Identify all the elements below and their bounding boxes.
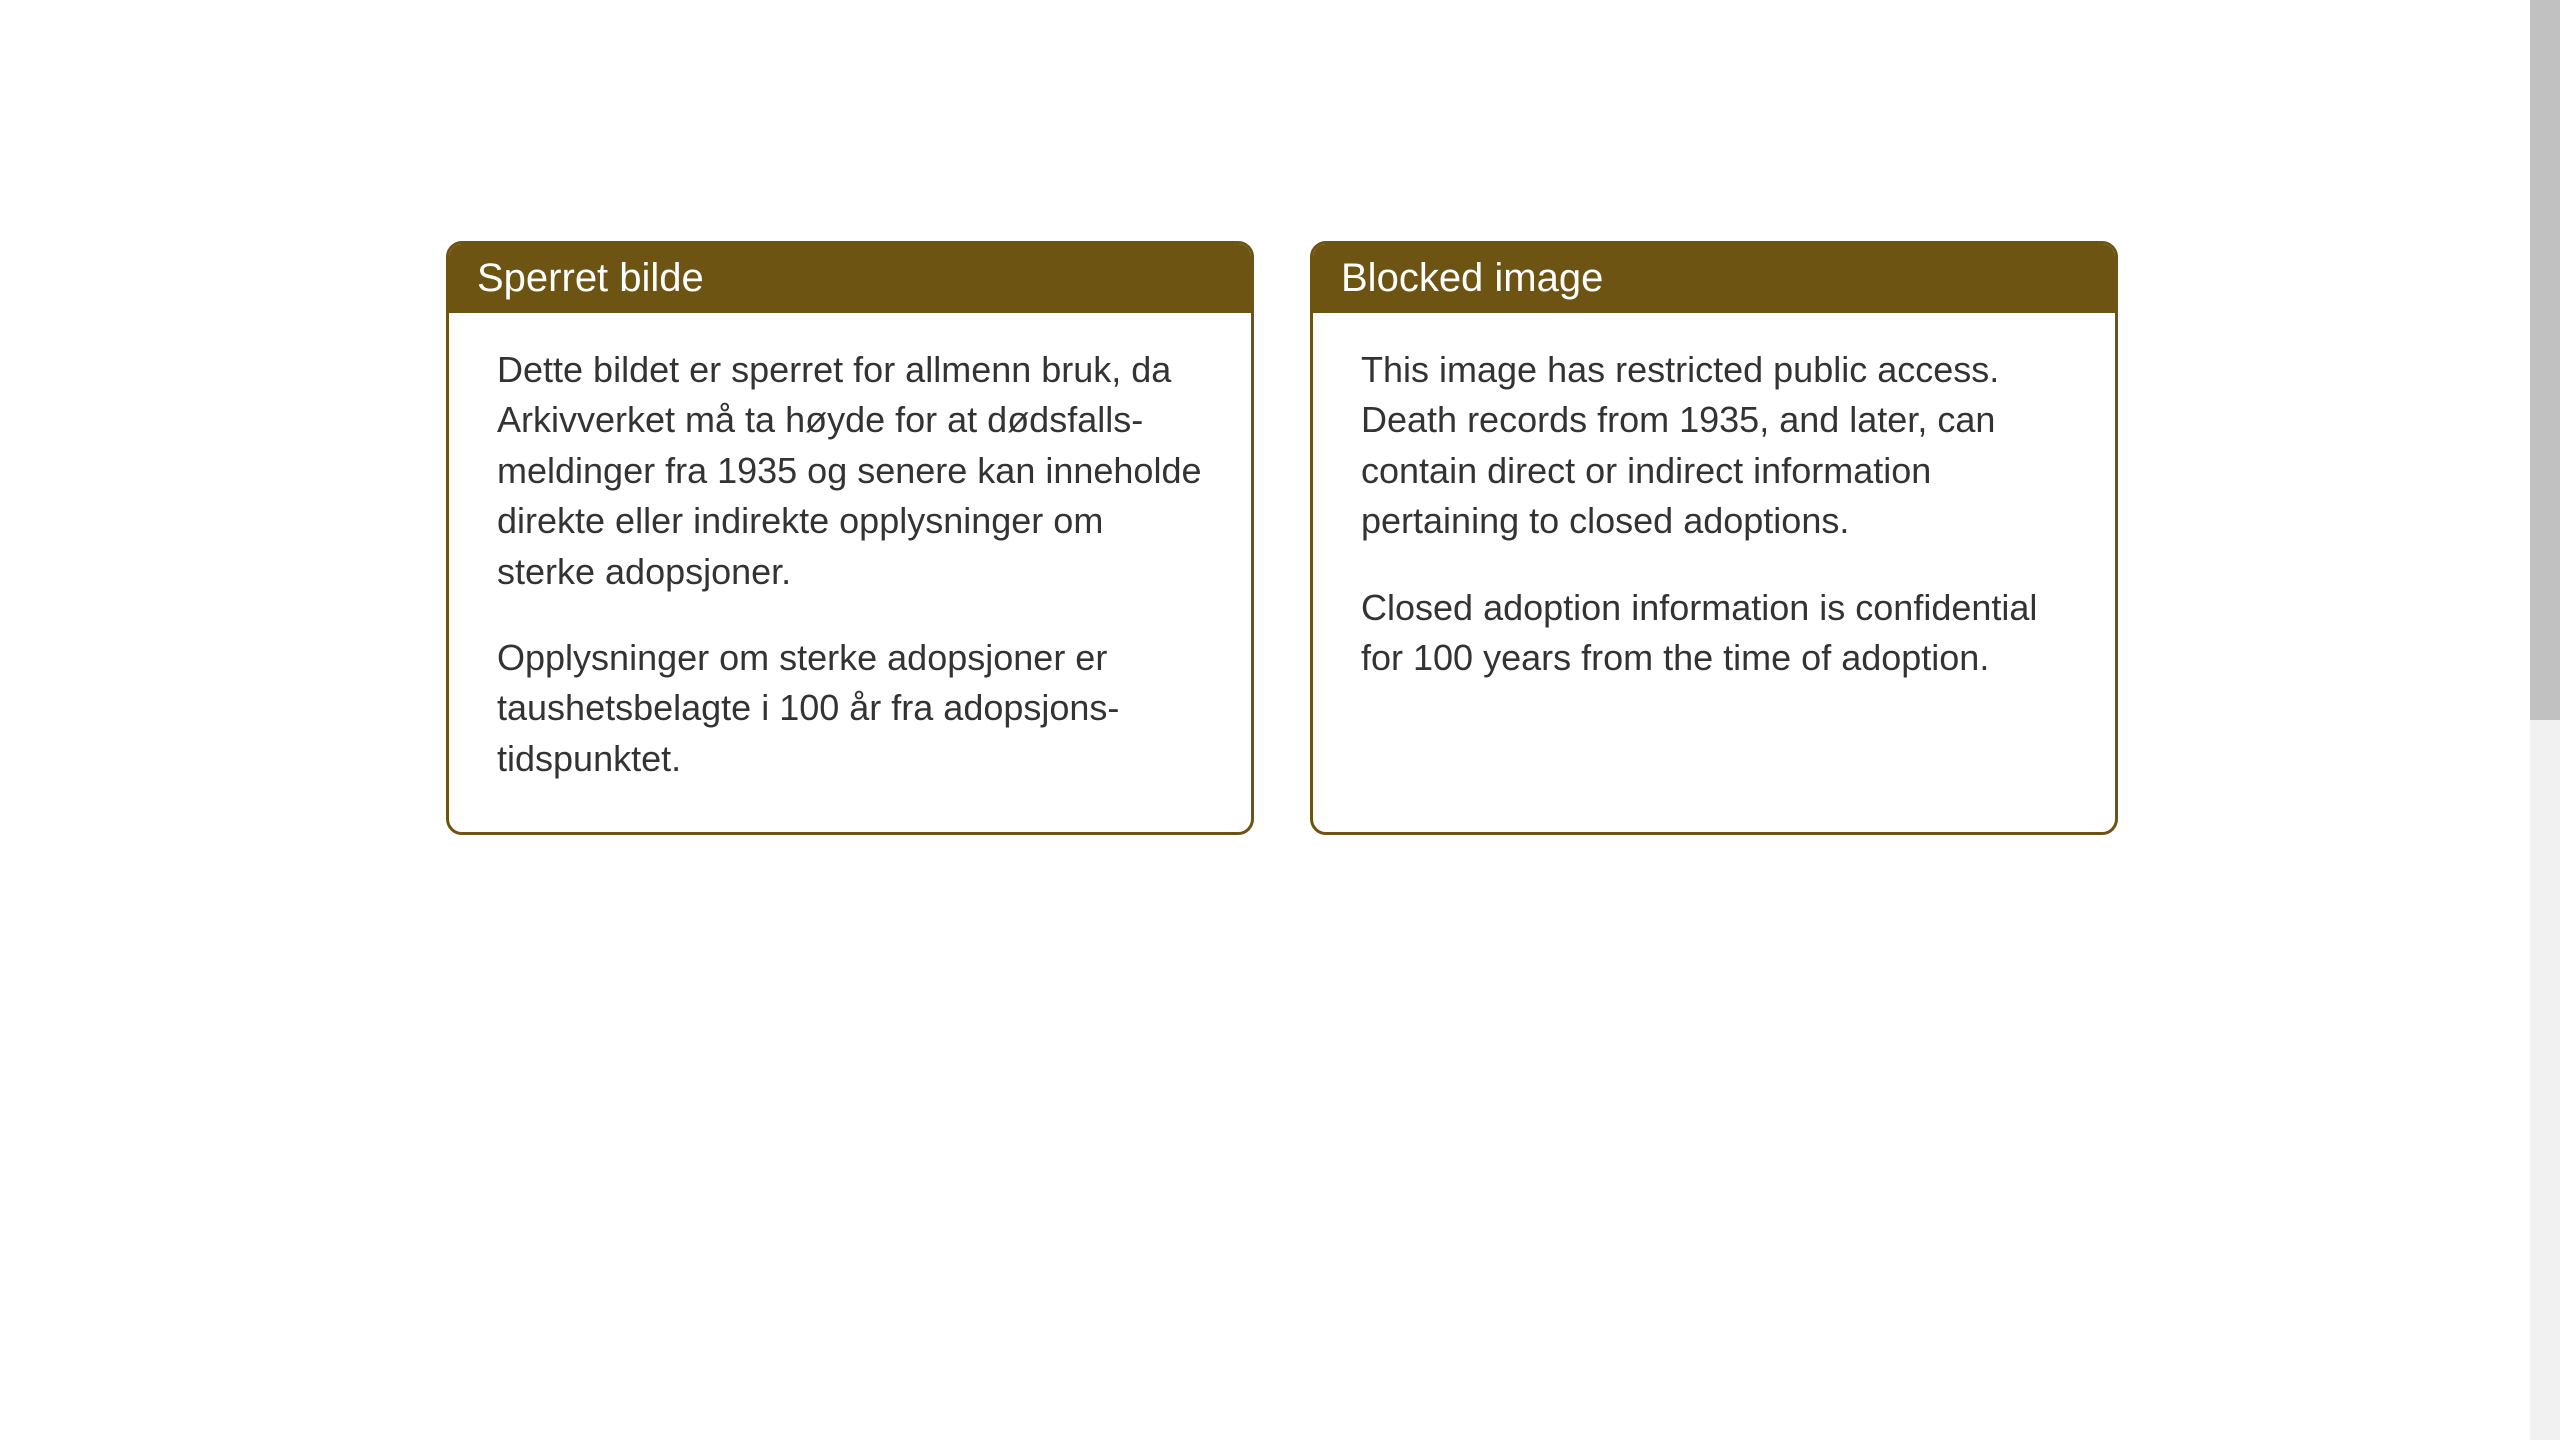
english-card-body: This image has restricted public access.… bbox=[1313, 313, 2115, 731]
english-paragraph-2: Closed adoption information is confident… bbox=[1361, 583, 2067, 684]
english-paragraph-1: This image has restricted public access.… bbox=[1361, 345, 2067, 547]
english-notice-card: Blocked image This image has restricted … bbox=[1310, 241, 2118, 835]
notice-container: Sperret bilde Dette bildet er sperret fo… bbox=[446, 241, 2118, 835]
norwegian-paragraph-1: Dette bildet er sperret for allmenn bruk… bbox=[497, 345, 1203, 597]
english-card-title: Blocked image bbox=[1313, 244, 2115, 313]
scrollbar-track[interactable] bbox=[2530, 0, 2560, 1440]
norwegian-paragraph-2: Opplysninger om sterke adopsjoner er tau… bbox=[497, 633, 1203, 784]
norwegian-card-body: Dette bildet er sperret for allmenn bruk… bbox=[449, 313, 1251, 832]
norwegian-card-title: Sperret bilde bbox=[449, 244, 1251, 313]
scrollbar-thumb[interactable] bbox=[2530, 0, 2560, 720]
norwegian-notice-card: Sperret bilde Dette bildet er sperret fo… bbox=[446, 241, 1254, 835]
